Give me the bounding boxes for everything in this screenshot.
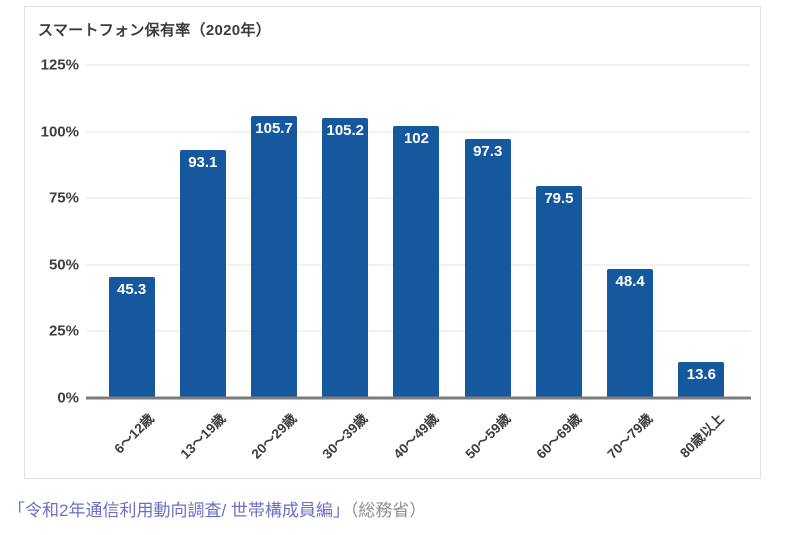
bar: 79.5 bbox=[535, 186, 582, 398]
x-tick-label: 30〜39歳 bbox=[319, 410, 371, 462]
x-tick-cell: 13〜19歳 bbox=[167, 398, 238, 476]
bar-value-label: 45.3 bbox=[117, 281, 147, 299]
x-tick-label: 70〜79歳 bbox=[604, 410, 656, 462]
chart-card: スマートフォン保有率（2020年） 125% 100% 75% 50% 25% 0% 45… bbox=[24, 6, 761, 479]
x-tick-cell: 20〜29歳 bbox=[238, 398, 309, 476]
x-tick-cell: 30〜39歳 bbox=[310, 398, 381, 476]
bar-column: 45.3 bbox=[96, 65, 167, 398]
bar: 93.1 bbox=[179, 149, 226, 398]
bar-column: 93.1 bbox=[167, 65, 238, 398]
x-tick-label: 60〜69歳 bbox=[533, 410, 585, 462]
bar-value-label: 105.7 bbox=[255, 120, 293, 138]
bars: 45.3 93.1 105.7 105.2 102 97.3 79.5 48.4 13.6 bbox=[86, 65, 751, 398]
x-tick-label: 50〜59歳 bbox=[462, 410, 514, 462]
bar-value-label: 48.4 bbox=[615, 273, 645, 291]
x-tick-label: 6〜12歳 bbox=[111, 410, 158, 457]
x-tick-cell: 6〜12歳 bbox=[96, 398, 167, 476]
y-tick-label: 50% bbox=[48, 256, 79, 274]
bar-value-label: 79.5 bbox=[544, 190, 574, 208]
x-tick-cell: 70〜79歳 bbox=[595, 398, 666, 476]
bar-column: 105.2 bbox=[310, 65, 381, 398]
x-tick-cell: 60〜69歳 bbox=[523, 398, 594, 476]
source-link[interactable]: 「令和2年通信利用動向調査/ 世帯構成員編」 bbox=[8, 501, 350, 520]
bar-column: 48.4 bbox=[595, 65, 666, 398]
bar: 105.7 bbox=[251, 116, 298, 398]
y-tick-label: 25% bbox=[48, 322, 79, 340]
bar: 48.4 bbox=[607, 269, 654, 398]
bar-value-label: 13.6 bbox=[686, 365, 716, 383]
x-tick-label: 13〜19歳 bbox=[177, 410, 229, 462]
source-org: （総務省） bbox=[349, 501, 427, 520]
y-tick-label: 100% bbox=[40, 123, 79, 141]
source-citation: 「令和2年通信利用動向調査/ 世帯構成員編」（総務省） bbox=[8, 496, 426, 521]
bar-column: 79.5 bbox=[523, 65, 594, 398]
x-axis-labels: 6〜12歳 13〜19歳 20〜29歳 30〜39歳 40〜49歳 50〜59歳 60〜69… bbox=[86, 398, 751, 476]
x-tick-cell: 50〜59歳 bbox=[452, 398, 523, 476]
x-tick-label: 80歳以上 bbox=[676, 410, 727, 461]
bar-column: 102 bbox=[381, 65, 452, 398]
plot-area: 45.3 93.1 105.7 105.2 102 97.3 79.5 48.4 13.6 bbox=[86, 64, 751, 400]
bar-value-label: 102 bbox=[403, 130, 429, 148]
y-tick-label: 75% bbox=[48, 189, 79, 207]
x-tick-cell: 40〜49歳 bbox=[381, 398, 452, 476]
chart-title: スマートフォン保有率（2020年） bbox=[38, 22, 272, 39]
bar: 102 bbox=[393, 126, 440, 398]
bar-value-label: 105.2 bbox=[326, 121, 365, 139]
bar: 45.3 bbox=[108, 277, 155, 398]
bar-column: 97.3 bbox=[452, 65, 523, 398]
bar-column: 105.7 bbox=[238, 65, 309, 398]
bar-column: 13.6 bbox=[666, 65, 737, 398]
x-tick-label: 20〜29歳 bbox=[248, 410, 300, 462]
bar-value-label: 93.1 bbox=[188, 153, 218, 171]
gridline bbox=[86, 396, 751, 400]
bar: 105.2 bbox=[322, 117, 369, 398]
x-tick-label: 40〜49歳 bbox=[390, 410, 442, 462]
y-tick-label: 0% bbox=[57, 389, 79, 407]
y-axis-labels: 125% 100% 75% 50% 25% 0% bbox=[25, 57, 79, 407]
y-tick-label: 125% bbox=[40, 56, 79, 74]
gridline bbox=[86, 64, 751, 66]
bar: 97.3 bbox=[464, 138, 511, 398]
bar: 13.6 bbox=[678, 361, 725, 398]
x-tick-cell: 80歳以上 bbox=[666, 398, 737, 476]
bar-value-label: 97.3 bbox=[473, 142, 503, 160]
